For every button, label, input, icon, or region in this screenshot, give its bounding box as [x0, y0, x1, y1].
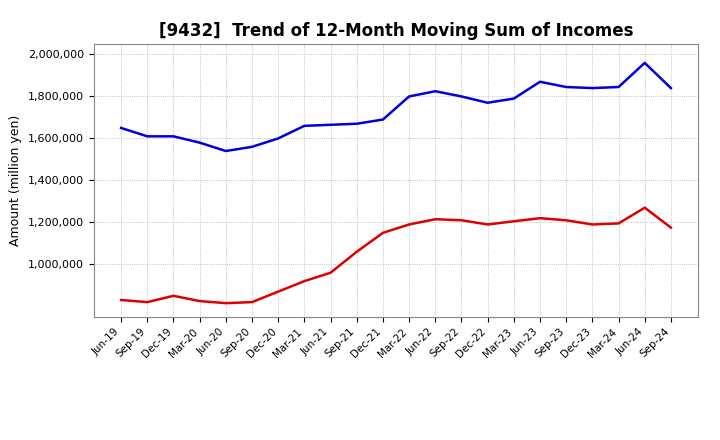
- Ordinary Income: [536, 79, 544, 84]
- Ordinary Income: [300, 123, 309, 128]
- Net Income: [195, 298, 204, 304]
- Ordinary Income: [405, 94, 413, 99]
- Ordinary Income: [248, 144, 256, 150]
- Ordinary Income: [274, 136, 282, 141]
- Ordinary Income: [431, 88, 440, 94]
- Ordinary Income: [667, 85, 675, 91]
- Net Income: [274, 289, 282, 294]
- Ordinary Income: [562, 84, 570, 90]
- Ordinary Income: [510, 96, 518, 101]
- Line: Net Income: Net Income: [121, 208, 671, 303]
- Ordinary Income: [222, 148, 230, 154]
- Ordinary Income: [483, 100, 492, 106]
- Net Income: [169, 293, 178, 298]
- Title: [9432]  Trend of 12-Month Moving Sum of Incomes: [9432] Trend of 12-Month Moving Sum of I…: [158, 22, 634, 40]
- Net Income: [457, 218, 466, 223]
- Legend: Ordinary Income, Net Income: Ordinary Income, Net Income: [240, 438, 552, 440]
- Net Income: [222, 301, 230, 306]
- Ordinary Income: [169, 134, 178, 139]
- Net Income: [143, 300, 152, 305]
- Net Income: [117, 297, 125, 303]
- Net Income: [510, 219, 518, 224]
- Net Income: [588, 222, 597, 227]
- Net Income: [352, 249, 361, 254]
- Ordinary Income: [379, 117, 387, 122]
- Net Income: [536, 216, 544, 221]
- Ordinary Income: [457, 94, 466, 99]
- Net Income: [379, 230, 387, 235]
- Ordinary Income: [326, 122, 335, 128]
- Net Income: [614, 221, 623, 226]
- Net Income: [431, 216, 440, 222]
- Ordinary Income: [588, 85, 597, 91]
- Net Income: [483, 222, 492, 227]
- Y-axis label: Amount (million yen): Amount (million yen): [9, 115, 22, 246]
- Ordinary Income: [352, 121, 361, 126]
- Ordinary Income: [143, 134, 152, 139]
- Net Income: [562, 218, 570, 223]
- Ordinary Income: [640, 60, 649, 66]
- Net Income: [326, 270, 335, 275]
- Line: Ordinary Income: Ordinary Income: [121, 63, 671, 151]
- Net Income: [667, 225, 675, 230]
- Net Income: [640, 205, 649, 210]
- Net Income: [300, 279, 309, 284]
- Net Income: [248, 300, 256, 305]
- Net Income: [405, 222, 413, 227]
- Ordinary Income: [117, 125, 125, 131]
- Ordinary Income: [614, 84, 623, 90]
- Ordinary Income: [195, 140, 204, 145]
